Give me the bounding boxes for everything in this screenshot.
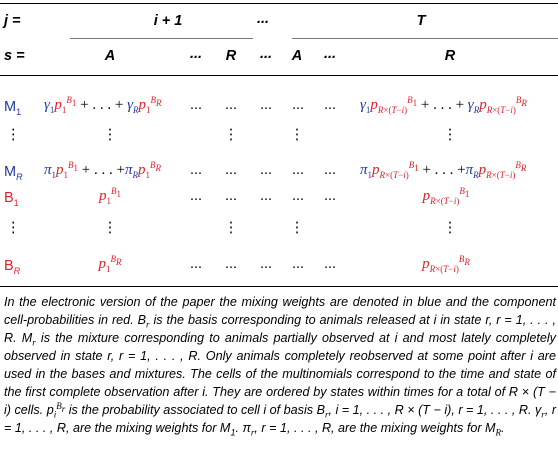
row-label-M1: M1: [4, 99, 22, 117]
col-ellipsis-2: ...: [259, 46, 273, 62]
bottom-rule: [0, 286, 558, 287]
col-R2-header: R: [444, 48, 456, 64]
cell-M1-R: γ1pR×(T−i)B1 + . . . + γRpR×(T−i)BR: [360, 95, 527, 115]
col-R-header: R: [225, 48, 237, 64]
col-A-header: A: [104, 48, 116, 64]
cell-B1-dots2: ...: [224, 188, 238, 204]
cell-BR-dots2: ...: [224, 256, 238, 272]
cell-M1-A: γ1p1B1 + . . . + γRp1BR: [44, 95, 162, 115]
cell-MR-dots2: ...: [224, 162, 238, 178]
cell-MR-dots5: ...: [323, 162, 337, 178]
cell-BR-dots4: ...: [291, 256, 305, 272]
cell-B1-dots5: ...: [323, 188, 337, 204]
vdots-R2: ⋮: [442, 127, 458, 143]
cell-MR-R: π1pR×(T−i)B1 + . . . +πRpR×(T−i)BR: [360, 160, 527, 180]
cell-M1-dots4: ...: [291, 97, 305, 113]
cell-MR-A: π1p1B1 + . . . +πRp1BR: [44, 160, 161, 180]
row-label-B1: B1: [4, 190, 19, 208]
cell-BR-dots5: ...: [323, 256, 337, 272]
cell-M1-dots3: ...: [259, 97, 273, 113]
vdots-R1: ⋮: [223, 127, 239, 143]
vdots-A: ⋮: [102, 127, 118, 143]
vdots-A2-2: ⋮: [289, 220, 305, 236]
cell-B1-dots3: ...: [259, 188, 273, 204]
cell-BR-R: pR×(T−i)BR: [422, 254, 470, 274]
header-spanner-i1: [70, 38, 253, 39]
col-ellipsis-1: ...: [189, 46, 203, 62]
row-j-label: j =: [4, 13, 21, 29]
header-bottom-rule: [0, 75, 558, 76]
col-ellipsis-3: ...: [323, 46, 337, 62]
header-spanner-T: [292, 38, 558, 39]
cell-M1-dots1: ...: [189, 97, 203, 113]
col-A2-header: A: [291, 48, 303, 64]
cell-M1-dots2: ...: [224, 97, 238, 113]
cell-B1-R: pR×(T−i)B1: [422, 186, 470, 206]
top-rule: [0, 3, 558, 4]
cell-MR-dots1: ...: [189, 162, 203, 178]
cell-B1-dots4: ...: [291, 188, 305, 204]
cell-B1-A: p1B1: [99, 186, 121, 206]
cell-B1-dots1: ...: [189, 188, 203, 204]
vdots-label: ⋮: [6, 127, 21, 143]
cell-M1-dots5: ...: [323, 97, 337, 113]
table-caption: In the electronic version of the paper t…: [4, 295, 557, 438]
vdots-A2: ⋮: [289, 127, 305, 143]
cell-MR-dots3: ...: [259, 162, 273, 178]
cell-BR-A: p1BR: [98, 254, 122, 274]
cell-BR-dots1: ...: [189, 256, 203, 272]
col-ellipsis-header: ...: [256, 11, 270, 27]
cell-MR-dots4: ...: [291, 162, 305, 178]
row-label-BR: BR: [4, 258, 21, 276]
row-s-label: s =: [4, 48, 25, 64]
col-T-header: T: [416, 13, 426, 29]
vdots-label-2: ⋮: [6, 220, 21, 236]
col-i-plus-1-header: i + 1: [153, 13, 183, 29]
vdots-R2-2: ⋮: [442, 220, 458, 236]
vdots-R1-2: ⋮: [223, 220, 239, 236]
cell-BR-dots3: ...: [259, 256, 273, 272]
vdots-A-2: ⋮: [102, 220, 118, 236]
row-label-MR: MR: [4, 164, 23, 182]
